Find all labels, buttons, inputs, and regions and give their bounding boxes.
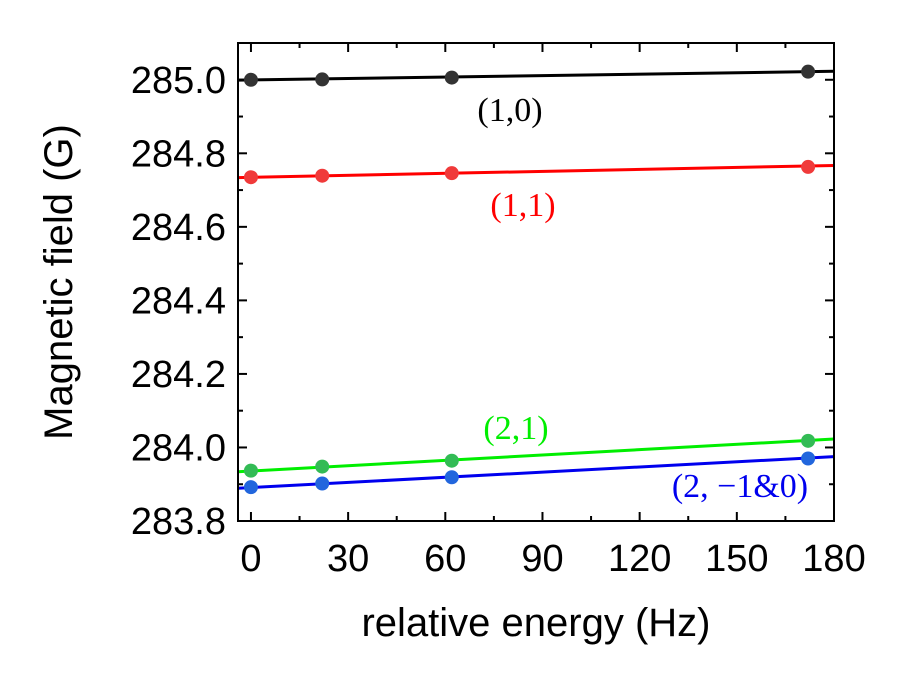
data-point — [243, 170, 258, 185]
data-point — [801, 433, 816, 448]
series-label: (2,1) — [483, 410, 548, 447]
x-tick-label: 180 — [802, 538, 865, 580]
data-point — [243, 463, 258, 478]
data-point — [243, 480, 258, 495]
x-tick-label: 0 — [240, 538, 261, 580]
series-0: (1,0) — [237, 64, 835, 129]
data-point — [444, 470, 459, 485]
data-point — [801, 64, 816, 79]
data-point — [801, 159, 816, 174]
x-axis-title: relative energy (Hz) — [361, 601, 710, 645]
data-point — [444, 453, 459, 468]
fit-line — [237, 437, 835, 474]
series-layer: (1,0) (1,1) (2,1) (2, −1&0) — [237, 64, 835, 505]
x-tick-label: 150 — [705, 538, 768, 580]
y-tick-label: 284.2 — [131, 354, 226, 396]
series-1: (1,1) — [237, 159, 835, 224]
y-tick-label: 284.0 — [131, 427, 226, 469]
y-tick-label: 285.0 — [131, 60, 226, 102]
series-label: (2, −1&0) — [672, 468, 808, 505]
y-tick-label: 284.4 — [131, 280, 226, 322]
x-tick-label: 30 — [327, 538, 369, 580]
data-point — [444, 70, 459, 85]
data-point — [315, 476, 330, 491]
series-3: (2, −1&0) — [237, 451, 835, 505]
data-point — [801, 451, 816, 466]
x-tick-label: 60 — [424, 538, 466, 580]
y-axis-title: Magnetic field (G) — [37, 124, 81, 440]
data-point — [315, 168, 330, 183]
fit-line — [237, 163, 835, 180]
data-point — [243, 72, 258, 87]
data-point — [315, 459, 330, 474]
series-label: (1,0) — [477, 92, 542, 129]
y-tick-label: 284.6 — [131, 207, 226, 249]
x-tick-label: 90 — [521, 538, 563, 580]
fit-line — [237, 69, 835, 82]
data-point — [444, 166, 459, 181]
series-2: (2,1) — [237, 410, 835, 478]
y-tick-label: 284.8 — [131, 133, 226, 175]
x-tick-label: 120 — [608, 538, 671, 580]
axes: 0 30 60 90 120 150 180 283.8 284.0 284.2 284.4 284.… — [131, 42, 866, 580]
series-label: (1,1) — [490, 187, 555, 224]
fit-line — [237, 455, 835, 490]
data-point — [315, 72, 330, 87]
plot-frame — [237, 42, 835, 522]
y-tick-label: 283.8 — [131, 501, 226, 543]
